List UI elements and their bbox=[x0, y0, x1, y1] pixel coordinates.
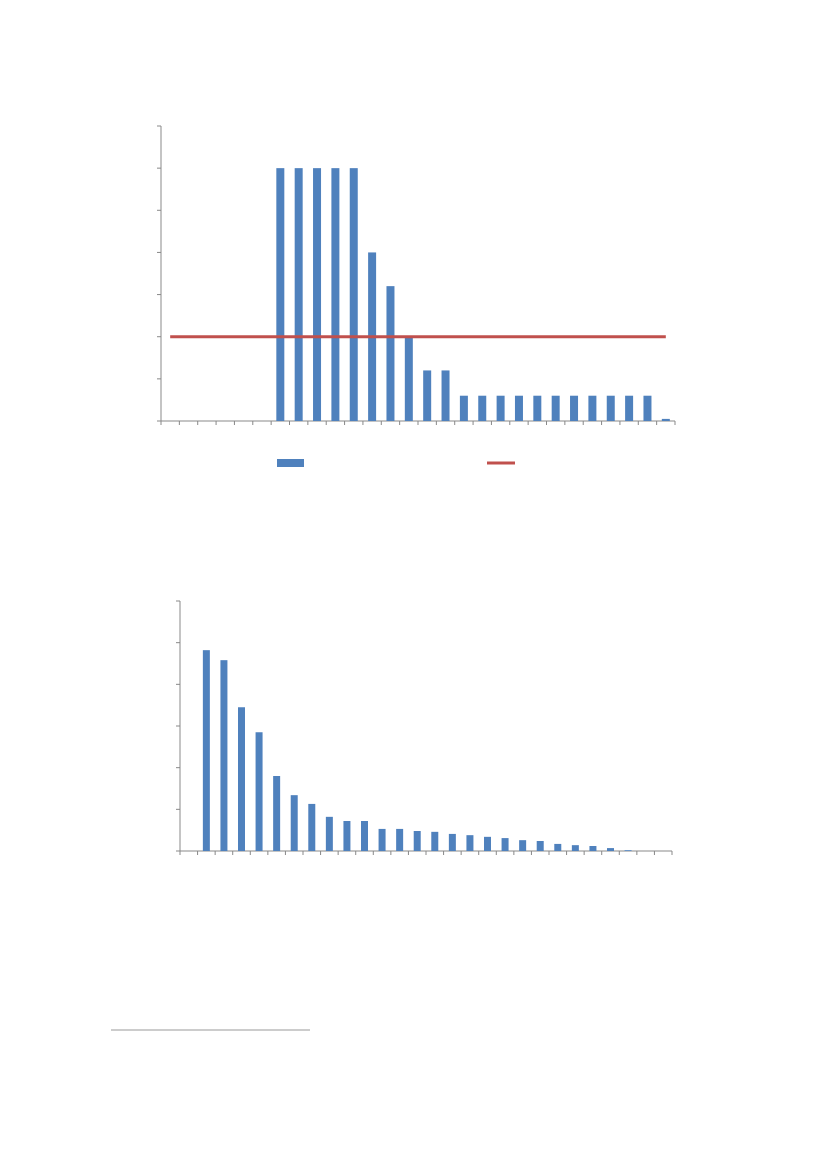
bar bbox=[624, 850, 632, 851]
bar bbox=[519, 840, 527, 851]
bar bbox=[554, 843, 562, 851]
bar bbox=[588, 395, 597, 421]
bar bbox=[202, 650, 210, 851]
bar bbox=[276, 168, 285, 421]
bar bbox=[478, 395, 487, 421]
bar bbox=[238, 707, 245, 851]
bar bbox=[273, 776, 281, 851]
bar bbox=[313, 168, 322, 421]
bar bbox=[606, 395, 615, 421]
bar bbox=[625, 395, 634, 421]
bar bbox=[484, 836, 491, 851]
bar bbox=[536, 841, 544, 851]
bar bbox=[607, 848, 614, 851]
bar bbox=[255, 732, 263, 851]
bar bbox=[661, 418, 670, 421]
bar bbox=[423, 370, 432, 421]
bar bbox=[431, 831, 439, 851]
bar bbox=[533, 395, 542, 421]
bar bbox=[466, 835, 474, 851]
bar bbox=[349, 168, 358, 421]
bar bbox=[294, 168, 303, 421]
bar bbox=[220, 660, 228, 851]
bar bbox=[570, 395, 579, 421]
bar bbox=[361, 821, 368, 851]
bar bbox=[459, 395, 468, 421]
bar bbox=[571, 845, 579, 851]
bar bbox=[386, 286, 395, 421]
legend-swatch bbox=[277, 459, 304, 467]
bar bbox=[404, 336, 413, 421]
bar bbox=[643, 395, 652, 421]
bar bbox=[378, 828, 386, 851]
bar bbox=[551, 395, 560, 421]
bar bbox=[343, 821, 351, 851]
bar bbox=[290, 795, 298, 851]
bar bbox=[589, 846, 597, 851]
bar bbox=[514, 395, 523, 421]
bar bbox=[413, 831, 421, 851]
bar bbox=[325, 816, 333, 851]
bar bbox=[308, 803, 316, 851]
bar bbox=[496, 395, 505, 421]
bar bbox=[501, 838, 509, 851]
bar bbox=[441, 370, 450, 421]
bar bbox=[331, 168, 340, 421]
bar bbox=[396, 828, 404, 851]
bar bbox=[448, 833, 456, 851]
